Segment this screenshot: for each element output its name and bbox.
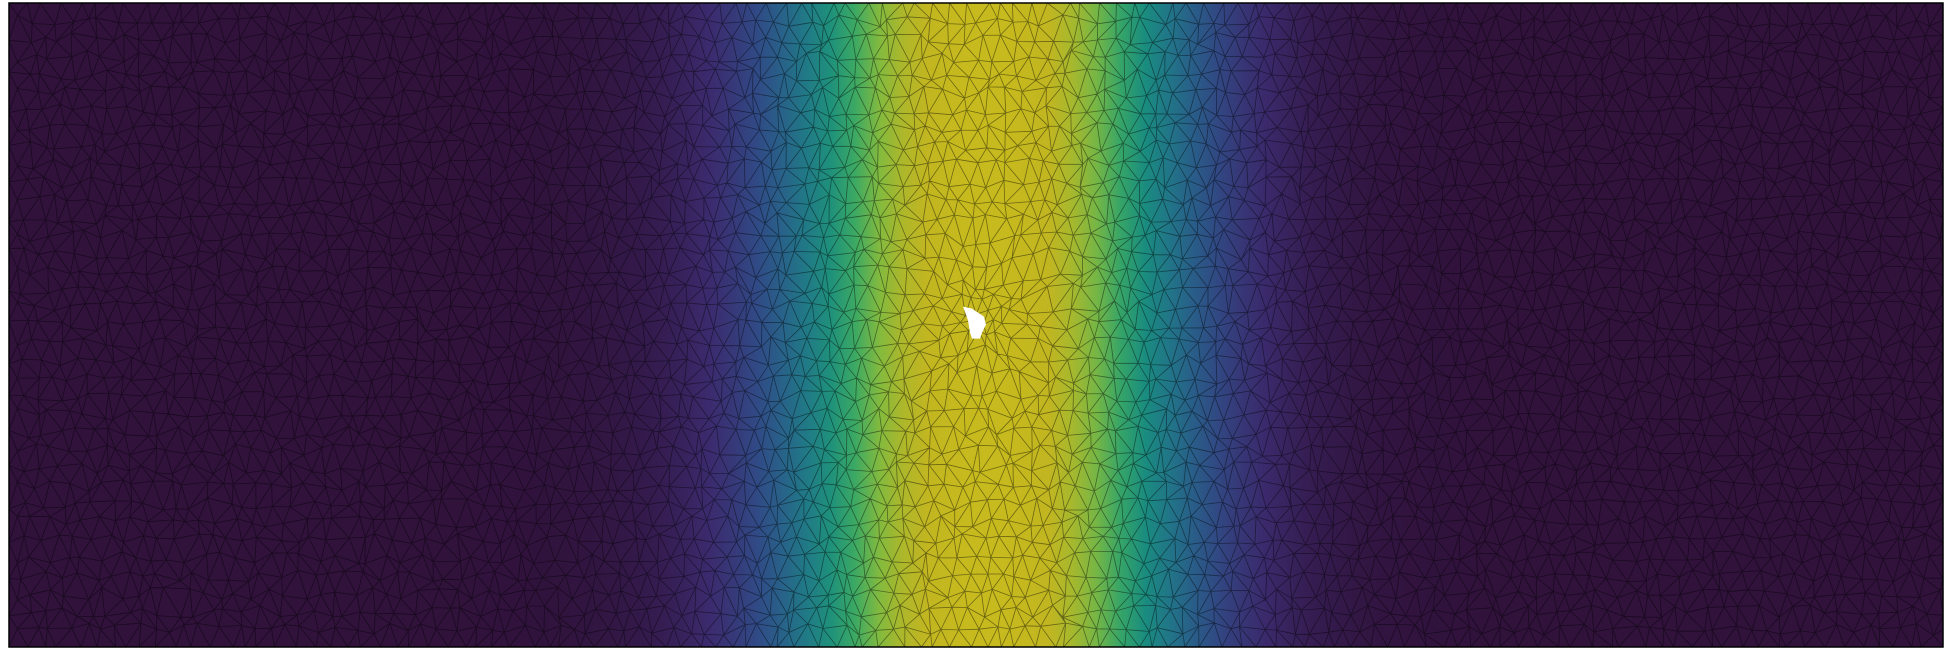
plot-frame <box>8 2 1944 648</box>
mesh-hole <box>963 306 986 339</box>
